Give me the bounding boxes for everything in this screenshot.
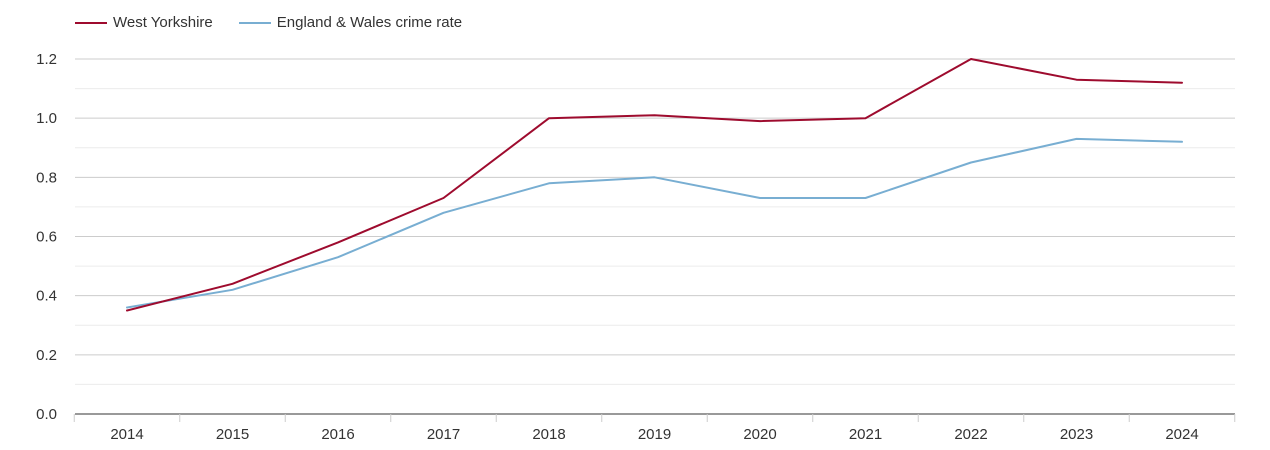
- x-tick-label: 2021: [849, 426, 882, 443]
- x-tick-label: 2022: [954, 426, 987, 443]
- y-tick-label: 0.2: [36, 347, 57, 364]
- y-tick-label: 0.0: [36, 406, 57, 423]
- y-axis-tick-labels: 0.0 0.2 0.4 0.6 0.8 1.0 1.2: [36, 51, 57, 423]
- x-tick-label: 2017: [427, 426, 460, 443]
- x-tick-label: 2019: [638, 426, 671, 443]
- legend-swatch-west-yorkshire: [75, 21, 107, 24]
- x-tick-label: 2023: [1060, 426, 1093, 443]
- x-axis-tick-labels: 2014 2015 2016 2017 2018 2019 2020 2021 2022 2023…: [110, 426, 1198, 443]
- y-tick-label: 0.4: [36, 288, 57, 305]
- series-line-england-wales: [126, 137, 1183, 309]
- legend-label-england-wales: England & Wales crime rate: [276, 14, 463, 31]
- legend-swatch-england-wales: [238, 21, 271, 24]
- y-tick-label: 0.8: [36, 169, 57, 186]
- y-tick-label: 0.6: [36, 229, 57, 246]
- x-tick-label: 2024: [1165, 426, 1198, 443]
- legend-label-west-yorkshire: West Yorkshire: [113, 14, 213, 31]
- grid-lines: [75, 58, 1235, 385]
- y-tick-label: 1.2: [36, 51, 57, 68]
- x-tick-label: 2016: [321, 426, 354, 443]
- x-tick-label: 2020: [743, 426, 776, 443]
- x-tick-label: 2015: [216, 426, 249, 443]
- x-tick-label: 2018: [532, 426, 565, 443]
- y-tick-label: 1.0: [36, 110, 57, 127]
- x-axis: [73, 413, 1236, 422]
- series-line-west-yorkshire: [126, 58, 1183, 312]
- series-lines: [126, 58, 1183, 312]
- legend-item-england-wales[interactable]: England & Wales crime rate: [238, 14, 463, 31]
- legend-item-west-yorkshire[interactable]: West Yorkshire: [75, 14, 213, 31]
- chart-legend: West Yorkshire England & Wales crime rat…: [75, 14, 462, 31]
- x-tick-label: 2014: [110, 426, 143, 443]
